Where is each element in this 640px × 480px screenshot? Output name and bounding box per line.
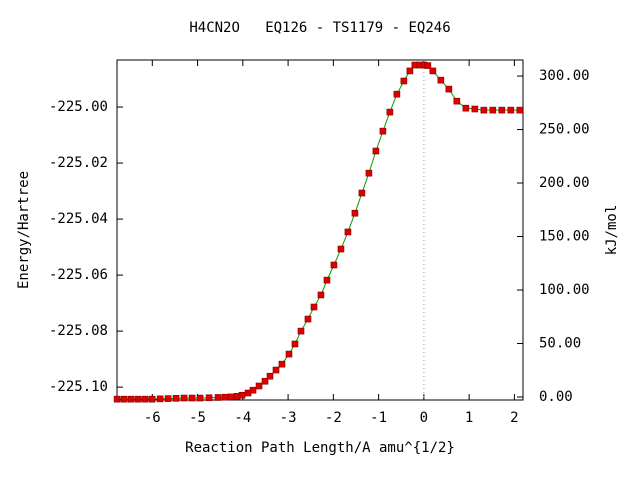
point-marker — [221, 393, 229, 401]
y2-tick-label: 0.00 — [539, 389, 573, 405]
point-marker — [393, 90, 401, 98]
y2-axis-title: kJ/mol — [604, 205, 620, 256]
y2-tick-label: 250.00 — [539, 122, 590, 138]
point-marker — [291, 340, 299, 348]
y-tick-label: -225.08 — [49, 323, 108, 339]
point-marker — [372, 147, 380, 155]
point-marker — [180, 394, 188, 402]
point-marker — [120, 395, 128, 403]
point-marker — [344, 228, 352, 236]
point-marker — [323, 276, 331, 284]
x-tick-label: -1 — [370, 410, 387, 426]
x-tick-label: -2 — [325, 410, 342, 426]
y-tick-label: -225.10 — [49, 379, 108, 395]
point-marker — [227, 393, 235, 401]
point-marker — [337, 245, 345, 253]
point-marker — [249, 386, 257, 394]
y2-tick-label: 50.00 — [539, 336, 581, 352]
point-marker — [445, 85, 453, 93]
point-marker — [516, 106, 524, 114]
point-marker — [266, 372, 274, 380]
point-marker — [489, 106, 497, 114]
point-marker — [498, 106, 506, 114]
x-tick-label: -5 — [189, 410, 206, 426]
x-tick-label: -3 — [280, 410, 297, 426]
x-tick-label: 2 — [510, 410, 518, 426]
point-marker — [134, 395, 142, 403]
y-axis-title: Energy/Hartree — [16, 171, 32, 289]
chart-title: H4CN2O EQ126 - TS1179 - EQ246 — [189, 20, 450, 36]
point-marker — [462, 104, 470, 112]
point-marker — [238, 391, 246, 399]
point-marker — [172, 395, 180, 402]
point-marker — [285, 350, 293, 358]
x-tick-label: -4 — [234, 410, 251, 426]
point-marker — [386, 108, 394, 116]
y2-tick-label: 100.00 — [539, 282, 590, 298]
point-marker — [365, 169, 373, 177]
point-marker — [148, 395, 156, 403]
point-marker — [297, 327, 305, 335]
point-marker — [304, 315, 312, 323]
point-marker — [507, 106, 515, 114]
point-marker — [424, 62, 432, 69]
point-marker — [255, 382, 263, 390]
point-marker — [164, 395, 172, 402]
y2-tick-label: 300.00 — [539, 68, 590, 84]
point-marker — [437, 76, 445, 84]
y-tick-label: -225.00 — [49, 99, 108, 115]
point-marker — [358, 189, 366, 197]
point-marker — [379, 127, 387, 135]
point-marker — [400, 77, 408, 85]
x-axis-title: Reaction Path Length/A amu^{1/2} — [185, 440, 455, 456]
x-tick-label: -6 — [144, 410, 161, 426]
point-marker — [272, 366, 280, 374]
point-marker — [113, 395, 121, 403]
point-marker — [351, 209, 359, 217]
point-marker — [156, 395, 164, 403]
plot-frame — [116, 59, 524, 401]
x-tick-label: 0 — [420, 410, 428, 426]
point-marker — [196, 394, 204, 402]
point-marker — [261, 377, 269, 385]
x-tick-label: 1 — [465, 410, 473, 426]
point-marker — [429, 67, 437, 75]
point-marker — [188, 394, 196, 402]
point-marker — [310, 303, 318, 311]
point-marker — [453, 97, 461, 105]
point-marker — [471, 105, 479, 113]
point-marker — [127, 395, 135, 403]
y-tick-label: -225.06 — [49, 267, 108, 283]
y-tick-label: -225.04 — [49, 211, 108, 227]
y2-tick-label: 200.00 — [539, 175, 590, 191]
point-marker — [406, 67, 414, 75]
y2-tick-label: 150.00 — [539, 229, 590, 245]
point-marker — [330, 261, 338, 269]
y-tick-label: -225.02 — [49, 155, 108, 171]
point-marker — [205, 394, 213, 402]
point-marker — [317, 291, 325, 299]
point-marker — [278, 360, 286, 368]
point-marker — [141, 395, 149, 403]
point-marker — [480, 106, 488, 114]
point-marker — [214, 394, 222, 401]
